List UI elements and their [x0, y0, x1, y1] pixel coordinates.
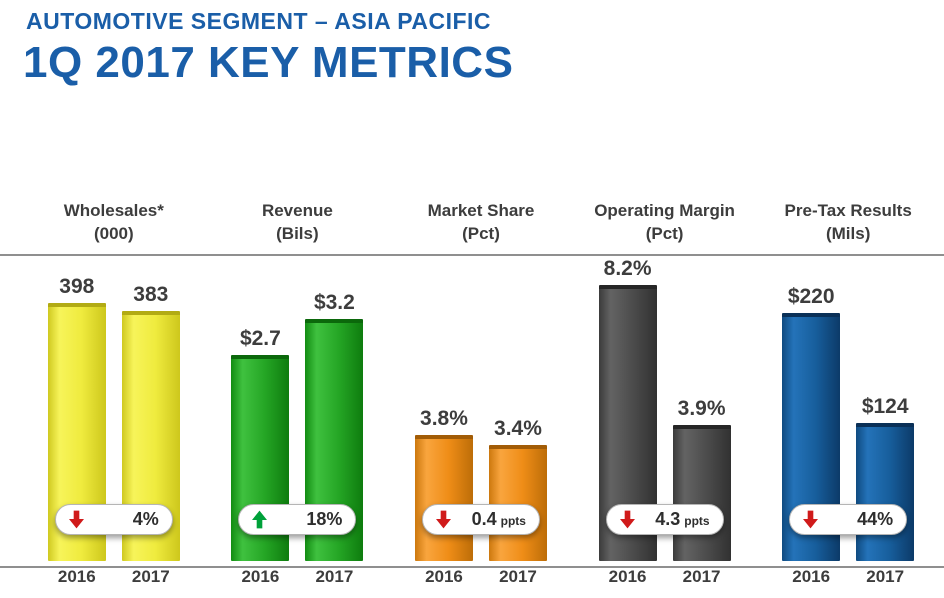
header-divider-line — [0, 254, 944, 256]
metric-header: Revenue (Bils) — [206, 196, 390, 257]
metric-header: Operating Margin (Pct) — [573, 196, 757, 257]
year-label-2016: 2016 — [425, 566, 463, 586]
bar-value-label: $2.7 — [239, 326, 281, 350]
up-arrow-icon — [252, 510, 268, 529]
metric-header: Wholesales* (000) — [22, 196, 206, 257]
metric-title: Pre-Tax Results — [784, 201, 912, 220]
metric-title: Wholesales* — [63, 201, 164, 220]
down-arrow-icon — [435, 510, 451, 529]
year-labels: 2016 2017 — [389, 561, 573, 594]
change-text: 4.3 ppts — [655, 509, 709, 530]
year-label-2016: 2016 — [792, 566, 831, 586]
slide-kicker: AUTOMOTIVE SEGMENT – ASIA PACIFIC — [26, 8, 492, 34]
change-text: 18% — [306, 509, 342, 530]
change-pill: 44% — [789, 503, 908, 535]
bar-value-label: $220 — [787, 284, 835, 308]
bar-value-label: 383 — [133, 282, 169, 306]
metric-unit: (Bils) — [276, 223, 319, 243]
metric-group: Operating Margin (Pct) 8.2% 3.9% 4.3 ppts — [573, 196, 757, 594]
change-text: 0.4 ppts — [472, 509, 526, 530]
bar-value-label: 8.2% — [603, 256, 652, 280]
year-label-2017: 2017 — [682, 566, 721, 586]
metric-plot: 3.8% 3.4% 0.4 ppts — [389, 257, 573, 561]
change-suffix: ppts — [684, 513, 710, 528]
metric-unit: (Mils) — [825, 223, 871, 243]
change-pill: 4% — [54, 503, 173, 535]
change-suffix: ppts — [500, 513, 526, 528]
change-value: 4% — [132, 508, 159, 529]
bar-value-label: 398 — [59, 274, 95, 298]
bar-value-label: $124 — [861, 394, 909, 418]
metric-header: Market Share (Pct) — [389, 196, 573, 257]
bar-wrap: 3.9% — [672, 396, 731, 561]
year-labels: 2016 2017 — [573, 561, 757, 594]
bar-wrap: $124 — [856, 394, 915, 561]
change-value: 18% — [306, 508, 343, 529]
metric-plot: 398 383 4% — [22, 257, 206, 561]
metric-group: Market Share (Pct) 3.8% 3.4% 0.4 ppts — [389, 196, 573, 594]
year-label-2016: 2016 — [608, 566, 647, 586]
change-pill: 0.4 ppts — [421, 503, 540, 535]
bar-value-label: 3.9% — [677, 396, 726, 420]
bar-2017 — [856, 422, 915, 561]
bar-2016 — [414, 434, 473, 561]
bar-wrap: 3.4% — [488, 416, 547, 561]
year-label-2016: 2016 — [57, 566, 96, 586]
year-label-2016: 2016 — [241, 566, 280, 586]
change-text: 4% — [133, 509, 159, 530]
bar-2017 — [672, 424, 731, 561]
down-arrow-icon — [68, 510, 84, 529]
metric-header: Pre-Tax Results (Mils) — [756, 196, 940, 257]
page-title: 1Q 2017 KEY METRICS — [23, 38, 514, 87]
metric-group: Revenue (Bils) $2.7 $3.2 18% — [206, 196, 390, 594]
metric-title: Operating Margin — [594, 201, 735, 220]
year-label-2017: 2017 — [866, 566, 905, 586]
bar-value-label: 3.4% — [494, 416, 542, 440]
metric-plot: $2.7 $3.2 18% — [206, 257, 390, 561]
bars: 3.8% 3.4% — [389, 407, 573, 561]
change-value: 4.3 — [655, 508, 681, 529]
down-arrow-icon — [803, 510, 819, 529]
bar-value-label: 3.8% — [420, 406, 468, 430]
year-labels: 2016 2017 — [22, 561, 206, 594]
bar-value-label: $3.2 — [313, 290, 355, 314]
year-label-2017: 2017 — [315, 566, 354, 586]
change-pill: 4.3 ppts — [605, 503, 724, 535]
metric-unit: (Pct) — [462, 223, 500, 243]
metric-group: Wholesales* (000) 398 383 4% — [22, 196, 206, 594]
axis-baseline — [0, 566, 944, 568]
metric-title: Revenue — [261, 201, 333, 220]
metrics-chart: Wholesales* (000) 398 383 4% — [0, 196, 944, 594]
metric-plot: $220 $124 44% — [756, 257, 940, 561]
year-labels: 2016 2017 — [756, 561, 940, 594]
change-value: 0.4 — [471, 508, 497, 529]
bar-2017 — [488, 444, 547, 561]
year-label-2017: 2017 — [131, 566, 170, 586]
change-pill: 18% — [238, 503, 357, 535]
bar-wrap: 3.8% — [414, 406, 473, 561]
metric-group: Pre-Tax Results (Mils) $220 $124 44% — [756, 196, 940, 594]
metric-unit: (000) — [93, 223, 134, 243]
year-label-2017: 2017 — [499, 566, 537, 586]
metric-title: Market Share — [427, 201, 535, 220]
metric-unit: (Pct) — [645, 223, 684, 243]
change-text: 44% — [857, 509, 893, 530]
year-labels: 2016 2017 — [206, 561, 390, 594]
down-arrow-icon — [619, 510, 635, 529]
change-value: 44% — [857, 508, 894, 529]
metric-plot: 8.2% 3.9% 4.3 ppts — [573, 257, 757, 561]
